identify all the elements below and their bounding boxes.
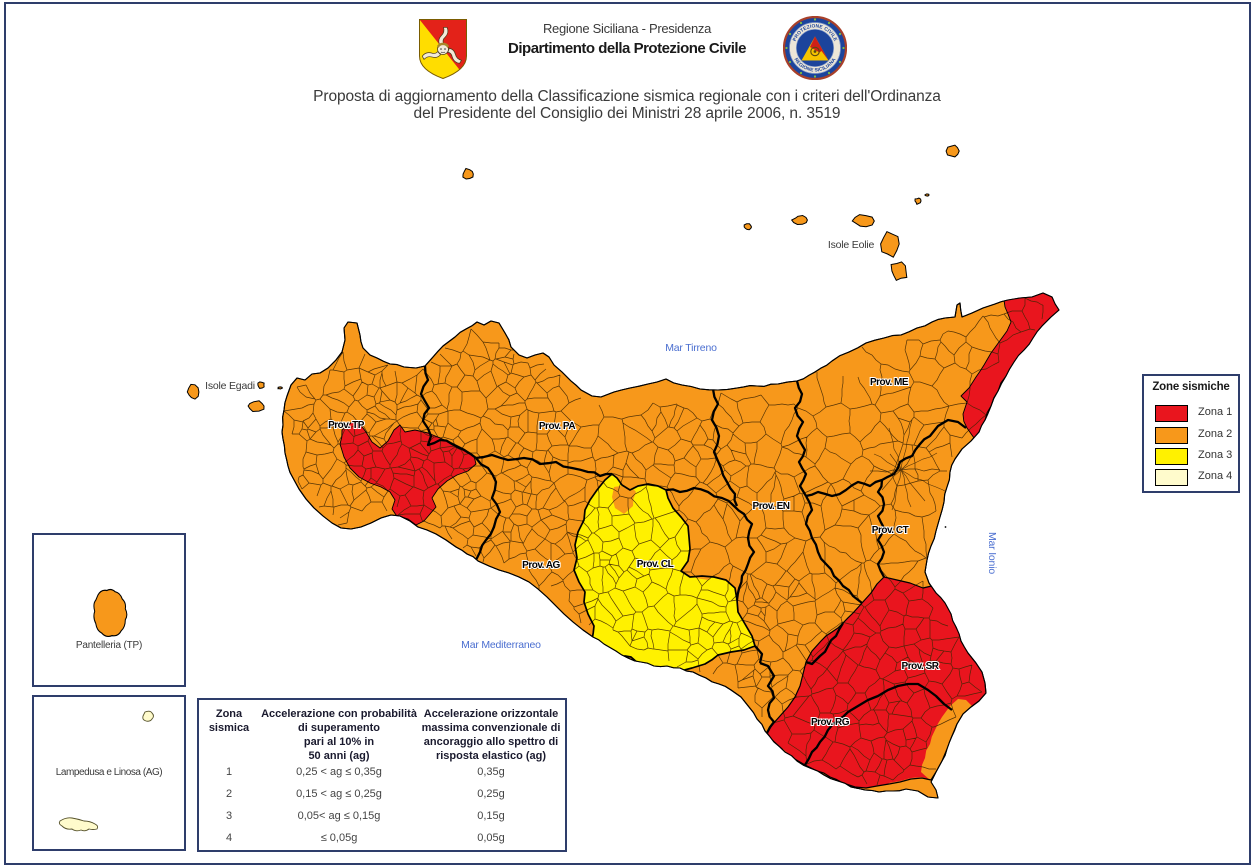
svg-text:Mar Tirreno: Mar Tirreno <box>665 342 717 354</box>
svg-text:Pantelleria (TP): Pantelleria (TP) <box>76 640 142 651</box>
svg-text:Prov. CT: Prov. CT <box>872 525 909 536</box>
svg-text:Prov. TP: Prov. TP <box>328 420 365 431</box>
svg-text:Prov. EN: Prov. EN <box>753 501 790 512</box>
svg-text:Isole Eolie: Isole Eolie <box>828 239 875 251</box>
svg-text:Prov. PA: Prov. PA <box>539 421 575 432</box>
svg-text:Lampedusa e Linosa (AG): Lampedusa e Linosa (AG) <box>56 767 163 778</box>
svg-text:Prov. RG: Prov. RG <box>811 717 850 728</box>
svg-text:Prov. CL: Prov. CL <box>637 559 674 570</box>
svg-text:Isole Egadi: Isole Egadi <box>205 380 255 392</box>
svg-text:Prov. ME: Prov. ME <box>870 377 909 388</box>
svg-text:Mar Ionio: Mar Ionio <box>986 532 998 574</box>
svg-text:Mar Mediterraneo: Mar Mediterraneo <box>461 639 541 651</box>
svg-text:Prov. AG: Prov. AG <box>522 560 560 571</box>
svg-text:Prov. SR: Prov. SR <box>902 661 940 672</box>
